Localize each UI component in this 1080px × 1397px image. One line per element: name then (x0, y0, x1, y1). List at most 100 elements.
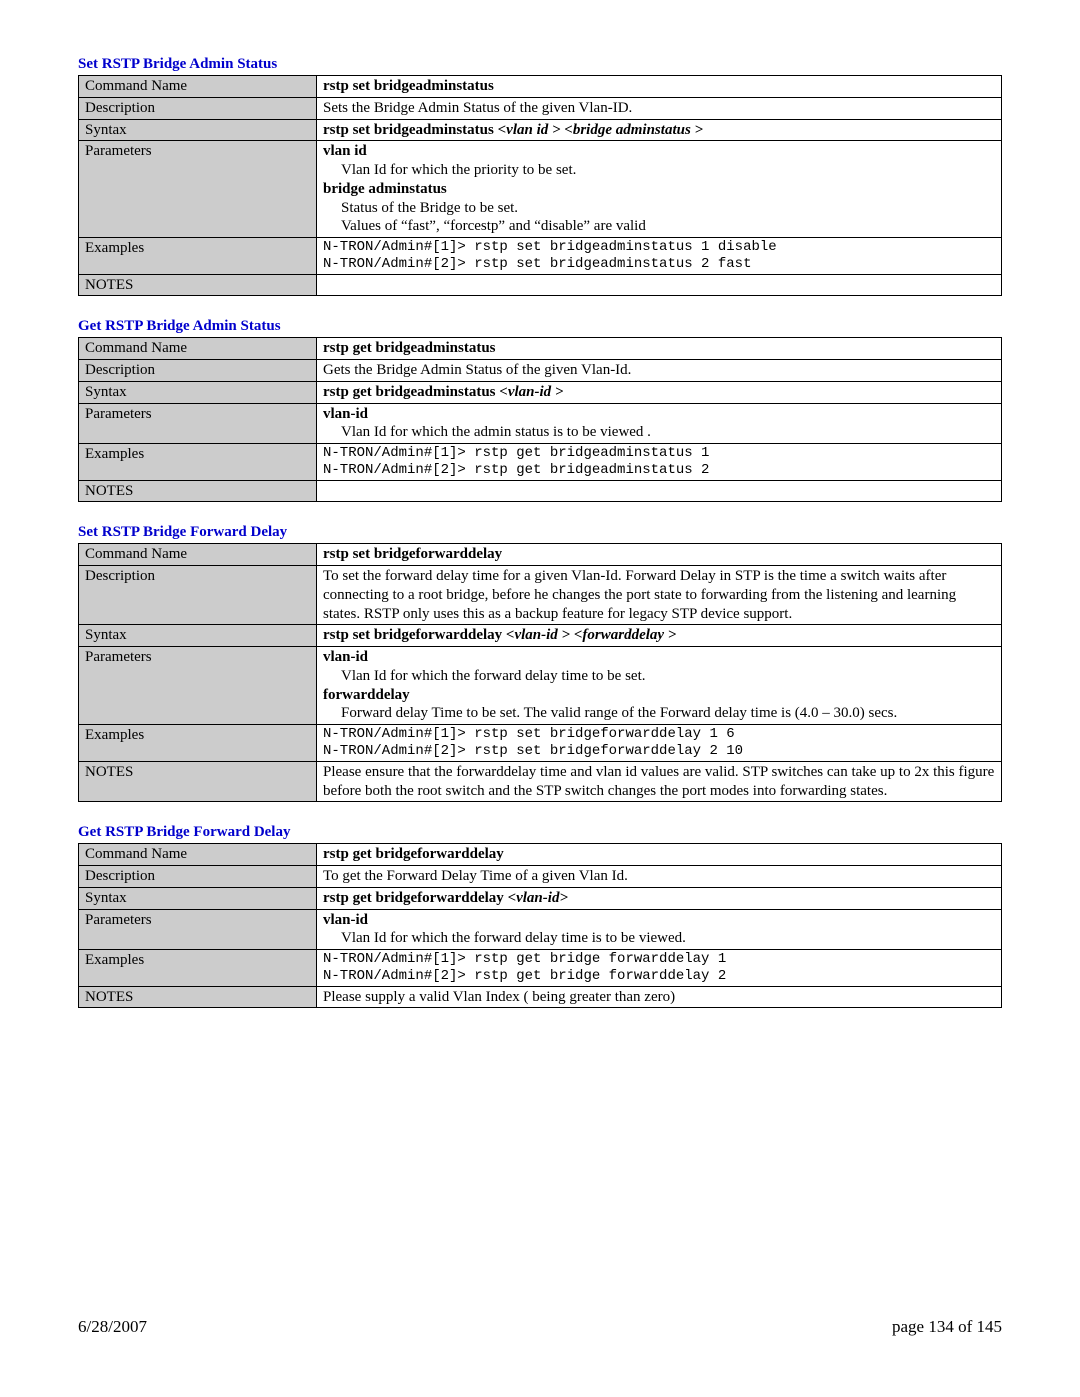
row-label: Command Name (79, 844, 317, 866)
row-label: Syntax (79, 625, 317, 647)
example-code: N-TRON/Admin#[1]> rstp get bridgeadminst… (323, 445, 995, 479)
table-row: Parametersvlan-idVlan Id for which the a… (79, 403, 1002, 444)
row-label: Syntax (79, 119, 317, 141)
row-label: NOTES (79, 274, 317, 296)
page-content: Set RSTP Bridge Admin Status Command Name… (78, 56, 1002, 1008)
row-label: Examples (79, 444, 317, 481)
row-value: Sets the Bridge Admin Status of the give… (317, 97, 1002, 119)
row-value: N-TRON/Admin#[1]> rstp set bridgeadminst… (317, 238, 1002, 275)
parameter-name: vlan id (323, 142, 995, 161)
row-label: Description (79, 866, 317, 888)
command-table: Command Namerstp get bridgeadminstatusDe… (78, 337, 1002, 502)
row-value: rstp get bridgeadminstatus <vlan-id > (317, 381, 1002, 403)
table-row: DescriptionTo set the forward delay time… (79, 566, 1002, 625)
footer-page: page 134 of 145 (892, 1317, 1002, 1337)
parameter-description: Forward delay Time to be set. The valid … (323, 704, 995, 723)
row-label: NOTES (79, 986, 317, 1008)
row-label: NOTES (79, 761, 317, 802)
example-code: N-TRON/Admin#[1]> rstp set bridgeforward… (323, 726, 995, 760)
parameter-description: Vlan Id for which the forward delay time… (323, 929, 995, 948)
table-row: NOTESPlease supply a valid Vlan Index ( … (79, 986, 1002, 1008)
table-row: NOTES (79, 480, 1002, 502)
row-label: Description (79, 360, 317, 382)
table-row: Command Namerstp set bridgeadminstatus (79, 76, 1002, 98)
section-title: Get RSTP Bridge Forward Delay (78, 824, 1002, 841)
row-label: NOTES (79, 480, 317, 502)
table-row: NOTES (79, 274, 1002, 296)
row-label: Parameters (79, 647, 317, 725)
row-label: Syntax (79, 887, 317, 909)
table-row: Parametersvlan-idVlan Id for which the f… (79, 647, 1002, 725)
parameter-name: bridge adminstatus (323, 180, 995, 199)
row-value: N-TRON/Admin#[1]> rstp set bridgeforward… (317, 725, 1002, 762)
row-value: rstp get bridgeadminstatus (317, 338, 1002, 360)
row-label: Syntax (79, 381, 317, 403)
table-row: Command Namerstp get bridgeadminstatus (79, 338, 1002, 360)
row-value (317, 274, 1002, 296)
table-row: NOTESPlease ensure that the forwarddelay… (79, 761, 1002, 802)
row-value: rstp set bridgeadminstatus <vlan id > <b… (317, 119, 1002, 141)
row-label: Command Name (79, 544, 317, 566)
row-value: vlan-idVlan Id for which the forward del… (317, 909, 1002, 950)
table-row: Parametersvlan-idVlan Id for which the f… (79, 909, 1002, 950)
table-row: Command Namerstp get bridgeforwarddelay (79, 844, 1002, 866)
table-row: DescriptionTo get the Forward Delay Time… (79, 866, 1002, 888)
row-value: Please ensure that the forwarddelay time… (317, 761, 1002, 802)
command-table: Command Namerstp set bridgeforwarddelayD… (78, 543, 1002, 802)
table-row: DescriptionGets the Bridge Admin Status … (79, 360, 1002, 382)
parameter-name: vlan-id (323, 648, 995, 667)
parameter-description: Vlan Id for which the forward delay time… (323, 667, 995, 686)
command-table: Command Namerstp set bridgeadminstatusDe… (78, 75, 1002, 296)
parameter-name: forwarddelay (323, 686, 995, 705)
row-value: Please supply a valid Vlan Index ( being… (317, 986, 1002, 1008)
parameter-name: vlan-id (323, 405, 995, 424)
row-value: vlan-idVlan Id for which the forward del… (317, 647, 1002, 725)
row-value: rstp set bridgeforwarddelay (317, 544, 1002, 566)
row-label: Parameters (79, 909, 317, 950)
footer-date: 6/28/2007 (78, 1317, 147, 1337)
row-label: Examples (79, 238, 317, 275)
parameter-description: Vlan Id for which the admin status is to… (323, 423, 995, 442)
table-row: Syntaxrstp get bridgeadminstatus <vlan-i… (79, 381, 1002, 403)
section-title: Set RSTP Bridge Forward Delay (78, 524, 1002, 541)
table-row: DescriptionSets the Bridge Admin Status … (79, 97, 1002, 119)
parameter-description: Values of “fast”, “forcestp” and “disabl… (323, 217, 995, 236)
table-row: Syntaxrstp get bridgeforwarddelay <vlan-… (79, 887, 1002, 909)
table-row: Command Namerstp set bridgeforwarddelay (79, 544, 1002, 566)
table-row: ExamplesN-TRON/Admin#[1]> rstp set bridg… (79, 238, 1002, 275)
command-table: Command Namerstp get bridgeforwarddelayD… (78, 843, 1002, 1008)
row-value: Gets the Bridge Admin Status of the give… (317, 360, 1002, 382)
table-row: ExamplesN-TRON/Admin#[1]> rstp set bridg… (79, 725, 1002, 762)
row-label: Parameters (79, 141, 317, 238)
row-label: Description (79, 97, 317, 119)
table-row: Syntaxrstp set bridgeadminstatus <vlan i… (79, 119, 1002, 141)
table-row: Syntaxrstp set bridgeforwarddelay <vlan-… (79, 625, 1002, 647)
row-value: rstp set bridgeadminstatus (317, 76, 1002, 98)
parameter-name: vlan-id (323, 911, 995, 930)
parameter-description: Status of the Bridge to be set. (323, 199, 995, 218)
row-value: N-TRON/Admin#[1]> rstp get bridge forwar… (317, 950, 1002, 987)
table-row: Parametersvlan idVlan Id for which the p… (79, 141, 1002, 238)
section-title: Set RSTP Bridge Admin Status (78, 56, 1002, 73)
example-code: N-TRON/Admin#[1]> rstp set bridgeadminst… (323, 239, 995, 273)
row-label: Examples (79, 725, 317, 762)
table-row: ExamplesN-TRON/Admin#[1]> rstp get bridg… (79, 950, 1002, 987)
row-value: To set the forward delay time for a give… (317, 566, 1002, 625)
row-value: To get the Forward Delay Time of a given… (317, 866, 1002, 888)
table-row: ExamplesN-TRON/Admin#[1]> rstp get bridg… (79, 444, 1002, 481)
page-footer: 6/28/2007 page 134 of 145 (78, 1317, 1002, 1337)
row-value: rstp set bridgeforwarddelay <vlan-id > <… (317, 625, 1002, 647)
section-title: Get RSTP Bridge Admin Status (78, 318, 1002, 335)
row-label: Examples (79, 950, 317, 987)
row-value (317, 480, 1002, 502)
row-value: vlan idVlan Id for which the priority to… (317, 141, 1002, 238)
row-label: Command Name (79, 338, 317, 360)
row-value: rstp get bridgeforwarddelay (317, 844, 1002, 866)
row-label: Parameters (79, 403, 317, 444)
row-label: Command Name (79, 76, 317, 98)
row-label: Description (79, 566, 317, 625)
row-value: vlan-idVlan Id for which the admin statu… (317, 403, 1002, 444)
row-value: rstp get bridgeforwarddelay <vlan-id> (317, 887, 1002, 909)
example-code: N-TRON/Admin#[1]> rstp get bridge forwar… (323, 951, 995, 985)
parameter-description: Vlan Id for which the priority to be set… (323, 161, 995, 180)
